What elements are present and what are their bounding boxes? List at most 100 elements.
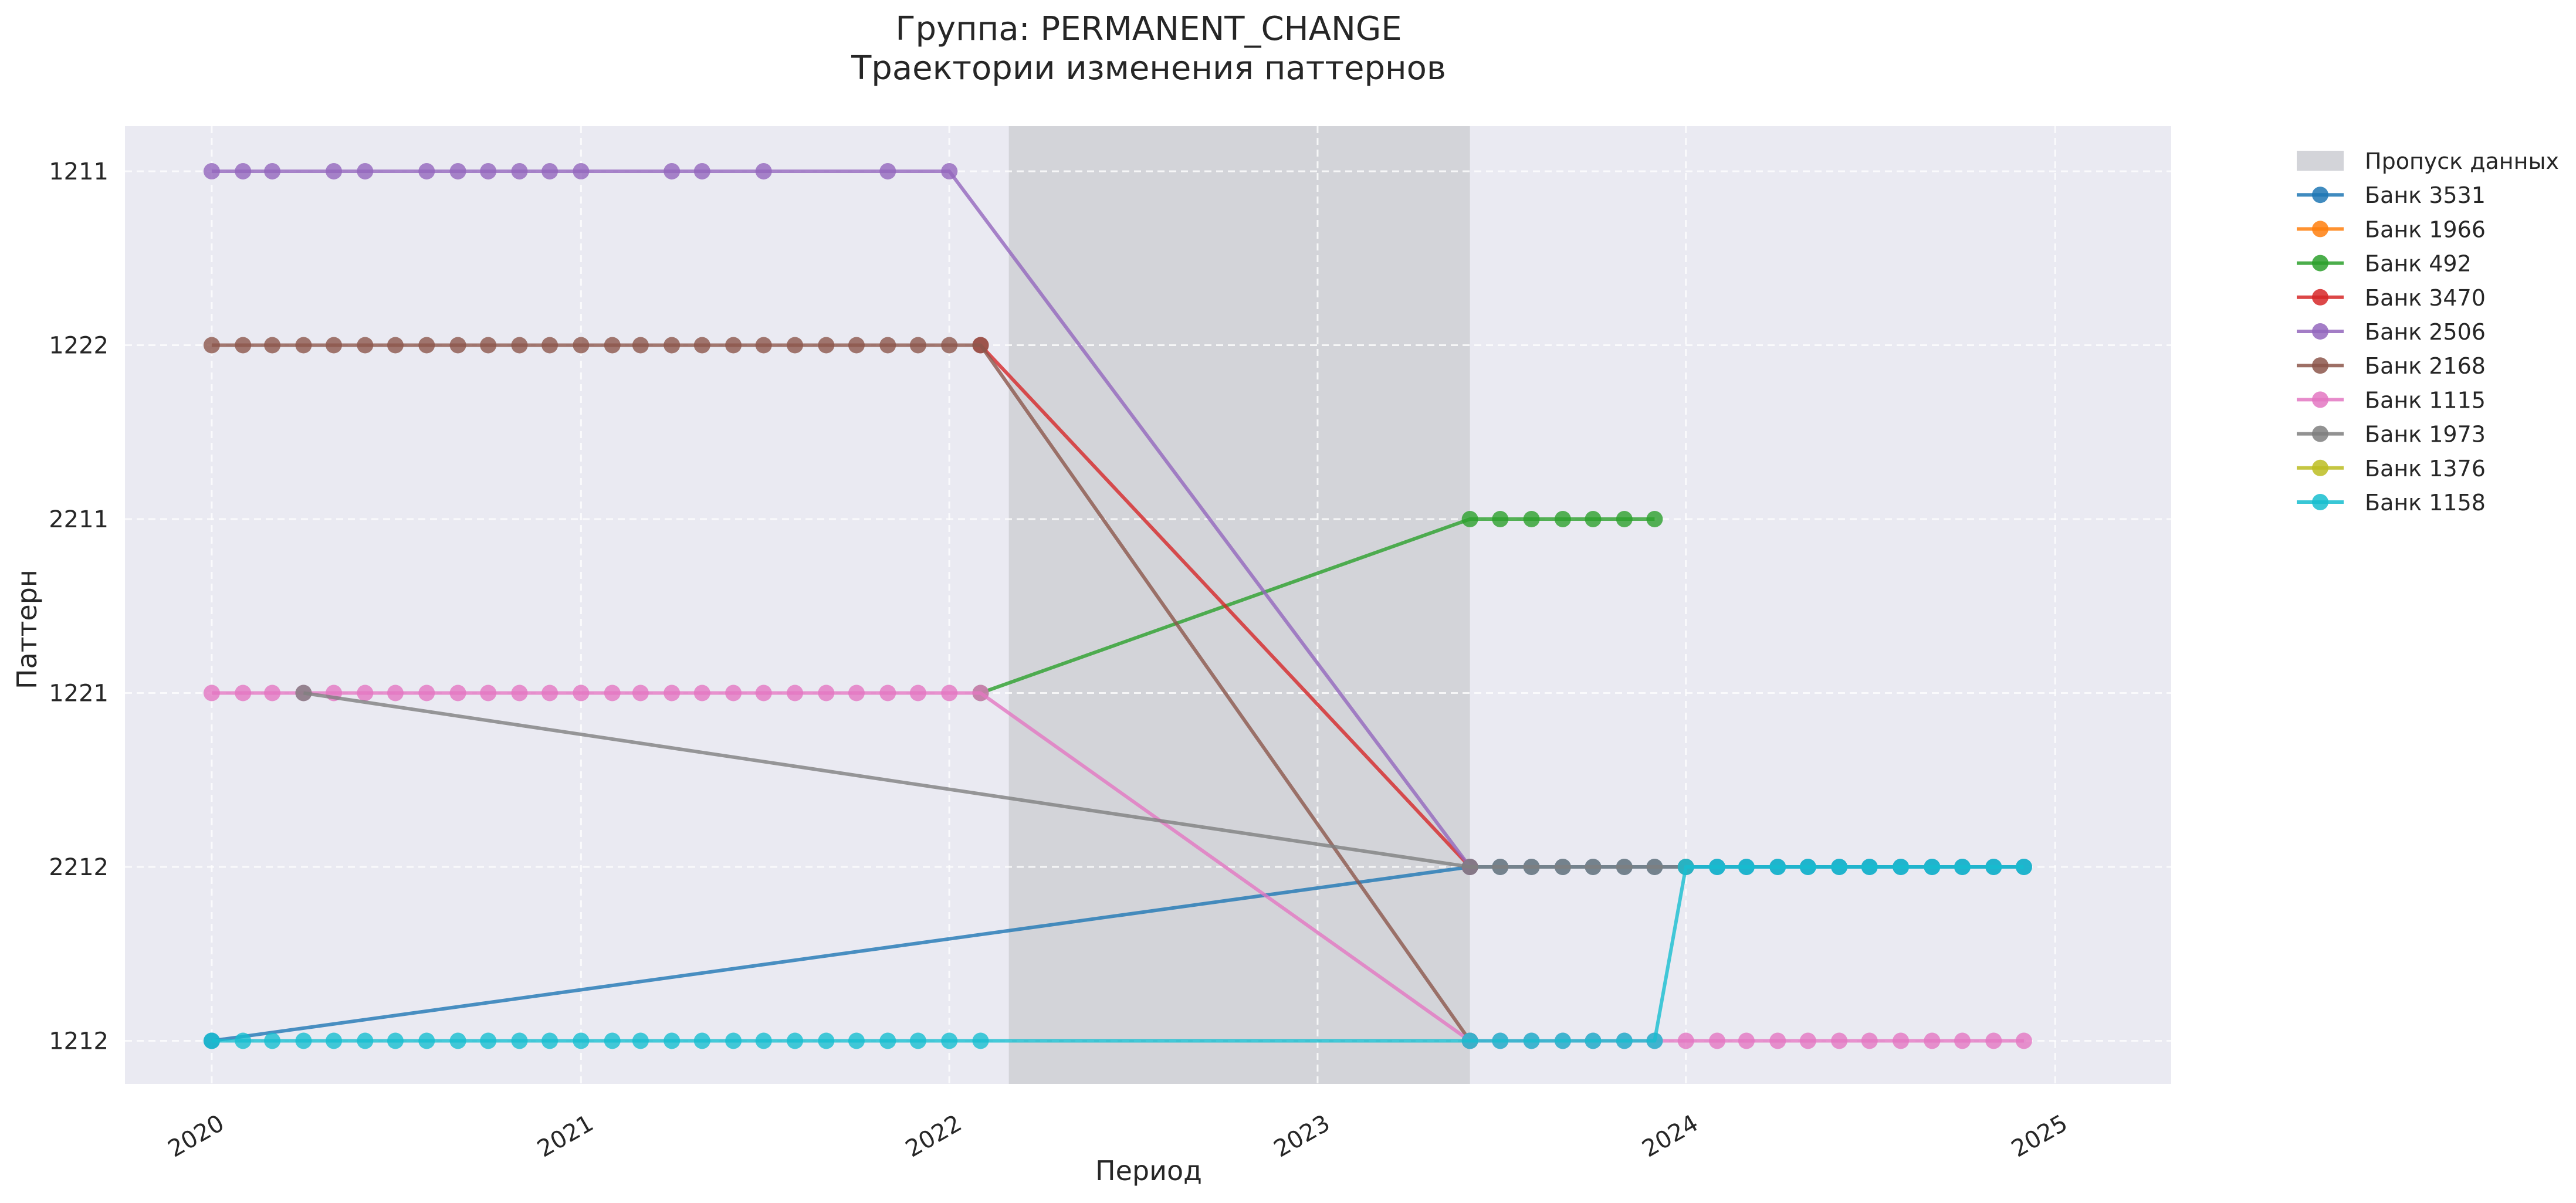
series-marker bbox=[972, 337, 989, 354]
legend-label: Банк 3531 bbox=[2365, 182, 2486, 208]
series-marker bbox=[264, 163, 281, 179]
legend-label: Банк 2168 bbox=[2365, 353, 2486, 379]
series-marker bbox=[941, 337, 958, 354]
series-marker bbox=[879, 684, 896, 702]
series-marker bbox=[1738, 1032, 1755, 1049]
series-marker bbox=[1492, 1032, 1509, 1049]
series-marker bbox=[511, 684, 528, 702]
x-tick-label: 2025 bbox=[2007, 1110, 2072, 1163]
legend-marker bbox=[2312, 357, 2328, 374]
series-marker bbox=[1554, 859, 1571, 875]
series-marker bbox=[818, 1032, 835, 1049]
series-marker bbox=[755, 684, 772, 702]
series-marker bbox=[203, 337, 220, 354]
series-marker bbox=[1954, 1032, 1971, 1049]
legend-marker bbox=[2312, 459, 2328, 476]
series-marker bbox=[1861, 859, 1878, 875]
legend-label: Банк 1966 bbox=[2365, 216, 2486, 242]
series-marker bbox=[264, 337, 281, 354]
series-marker bbox=[326, 1032, 343, 1049]
legend-label: Банк 1376 bbox=[2365, 456, 2486, 482]
series-marker bbox=[203, 684, 220, 702]
series-marker bbox=[1523, 511, 1540, 527]
series-marker bbox=[879, 163, 896, 179]
series-marker bbox=[2015, 1032, 2032, 1049]
series-marker bbox=[541, 684, 558, 702]
series-marker bbox=[1924, 1032, 1941, 1049]
series-marker bbox=[573, 337, 590, 354]
series-marker bbox=[848, 337, 865, 354]
series-marker bbox=[326, 337, 343, 354]
y-tick-label: 1221 bbox=[49, 680, 109, 707]
x-tick-label: 2021 bbox=[533, 1110, 598, 1163]
series-marker bbox=[418, 163, 435, 179]
series-marker bbox=[1861, 1032, 1878, 1049]
series-marker bbox=[295, 337, 312, 354]
chart-title: Группа: PERMANENT_CHANGE bbox=[895, 10, 1402, 48]
series-marker bbox=[449, 163, 466, 179]
legend-label: Банк 3470 bbox=[2365, 285, 2486, 311]
series-marker bbox=[664, 163, 681, 179]
series-marker bbox=[480, 1032, 497, 1049]
series-marker bbox=[480, 163, 497, 179]
y-tick-label: 1212 bbox=[49, 1028, 109, 1055]
series-marker bbox=[755, 163, 772, 179]
series-marker bbox=[1985, 859, 2002, 875]
legend-marker bbox=[2312, 289, 2328, 306]
series-marker bbox=[573, 1032, 590, 1049]
series-marker bbox=[879, 1032, 896, 1049]
x-tick-label: 2022 bbox=[901, 1110, 966, 1163]
series-marker bbox=[418, 684, 435, 702]
series-marker bbox=[1924, 859, 1941, 875]
series-marker bbox=[755, 337, 772, 354]
series-marker bbox=[1523, 1032, 1540, 1049]
series-marker bbox=[357, 1032, 374, 1049]
series-marker bbox=[541, 337, 558, 354]
series-marker bbox=[972, 684, 989, 702]
x-tick-label: 2023 bbox=[1270, 1110, 1335, 1163]
series-marker bbox=[1893, 1032, 1910, 1049]
series-marker bbox=[1461, 1032, 1478, 1049]
series-marker bbox=[1769, 859, 1786, 875]
series-marker bbox=[264, 684, 281, 702]
series-marker bbox=[1554, 511, 1571, 527]
series-marker bbox=[511, 1032, 528, 1049]
series-marker bbox=[604, 337, 621, 354]
series-marker bbox=[693, 163, 710, 179]
legend-marker bbox=[2312, 425, 2328, 442]
series-marker bbox=[1677, 859, 1694, 875]
series-marker bbox=[941, 684, 958, 702]
series-marker bbox=[1646, 859, 1663, 875]
series-marker bbox=[693, 337, 710, 354]
x-axis-label: Период bbox=[1095, 1155, 1202, 1187]
series-marker bbox=[264, 1032, 281, 1049]
series-marker bbox=[818, 337, 835, 354]
series-marker bbox=[357, 163, 374, 179]
legend-marker bbox=[2312, 323, 2328, 340]
series-marker bbox=[1646, 511, 1663, 527]
series-marker bbox=[909, 337, 926, 354]
series-marker bbox=[1554, 1032, 1571, 1049]
series-marker bbox=[632, 684, 649, 702]
series-marker bbox=[387, 684, 404, 702]
series-marker bbox=[604, 1032, 621, 1049]
x-tick-label: 2020 bbox=[164, 1110, 229, 1163]
series-marker bbox=[693, 1032, 710, 1049]
series-marker bbox=[632, 337, 649, 354]
series-marker bbox=[1492, 511, 1509, 527]
series-marker bbox=[295, 684, 312, 702]
series-marker bbox=[418, 337, 435, 354]
series-line bbox=[979, 344, 1471, 869]
legend-marker bbox=[2312, 221, 2328, 238]
series-marker bbox=[693, 684, 710, 702]
series-marker bbox=[1523, 859, 1540, 875]
series-marker bbox=[1461, 859, 1478, 875]
series-marker bbox=[1799, 1032, 1816, 1049]
series-marker bbox=[449, 1032, 466, 1049]
legend-label: Пропуск данных bbox=[2365, 148, 2559, 174]
legend-label: Банк 1973 bbox=[2365, 422, 2486, 448]
series-marker bbox=[357, 684, 374, 702]
legend-swatch-gap bbox=[2297, 151, 2344, 171]
series-marker bbox=[1677, 1032, 1694, 1049]
